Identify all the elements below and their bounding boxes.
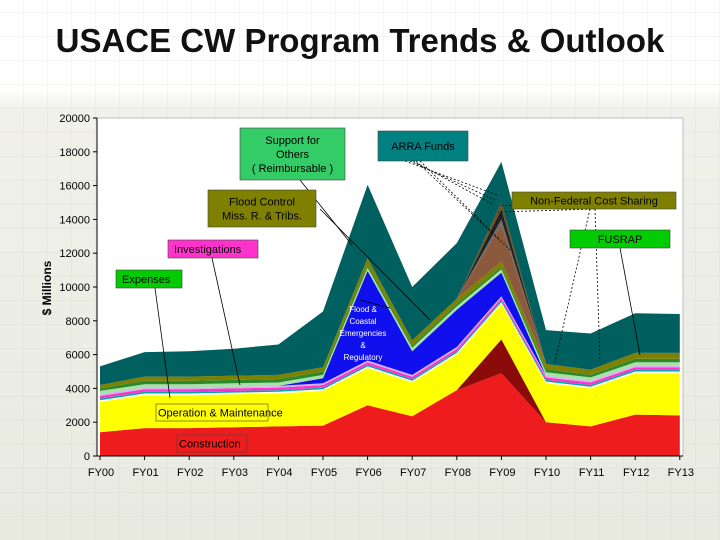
x-tick-label: FY05 (311, 467, 337, 479)
y-tick-label: 10000 (59, 282, 90, 294)
y-tick-label: 20000 (59, 113, 90, 125)
y-tick-label: 6000 (66, 350, 90, 362)
label-arra-funds-box (377, 130, 469, 162)
area-series-2 (100, 303, 680, 433)
leader-line (359, 299, 391, 309)
y-axis-label: $ Millions (40, 260, 54, 315)
slide-title: USACE CW Program Trends & Outlook (55, 22, 665, 59)
leader-line (619, 247, 641, 356)
label-construction-text: Construction (179, 439, 241, 451)
y-tick-label: 4000 (66, 383, 90, 395)
y-tick-label: 18000 (59, 147, 90, 159)
label-support-for-others-box (239, 127, 346, 181)
label-expenses-text: Expenses (122, 274, 171, 286)
x-tick-label: FY09 (489, 467, 515, 479)
leader-line (497, 208, 596, 213)
x-tick-label: FY10 (534, 467, 560, 479)
label-flood-coastal-emergencies-text: Emergencies (340, 329, 387, 338)
x-tick-label: FY06 (355, 467, 381, 479)
y-tick-label: 12000 (59, 248, 90, 260)
label-flood-coastal-emergencies-text: Coastal (349, 317, 376, 326)
label-operation-maintenance-box (155, 403, 269, 422)
label-investigations-text: Investigations (174, 244, 242, 256)
area-series-1 (100, 339, 680, 433)
x-tick-label: FY12 (623, 467, 649, 479)
label-operation-maintenance-text: Operation & Maintenance (158, 408, 283, 420)
x-tick-label: FY02 (177, 467, 203, 479)
area-series-15 (100, 161, 680, 385)
x-tick-label: FY13 (668, 467, 694, 479)
y-tick-label: 0 (84, 451, 90, 463)
leader-line (319, 208, 431, 321)
y-tick-label: 8000 (66, 316, 90, 328)
y-ticks-group: 0 2000 4000 6000 8000 10000 12000 14000 16000 180… (59, 113, 97, 463)
x-tick-label: FY04 (266, 467, 292, 479)
leader-line (419, 160, 501, 241)
leader-line (415, 160, 511, 251)
label-support-for-others-text: Support for (265, 135, 320, 147)
y-tick-label: 2000 (66, 417, 90, 429)
label-fusrap-box (569, 229, 671, 249)
leader-line (412, 160, 495, 206)
y-tick-label: 14000 (59, 214, 90, 226)
label-construction-box (176, 434, 248, 453)
label-flood-control-text: Flood Control (229, 197, 295, 209)
label-fusrap-text: FUSRAP (598, 234, 643, 246)
label-investigations-box (167, 239, 259, 259)
label-flood-control-text: Miss. R. & Tribs. (222, 211, 302, 223)
label-flood-coastal-emergencies-text: Regulatory (344, 353, 383, 362)
label-arra-funds-text: ARRA Funds (391, 141, 455, 153)
label-non-federal-cost-sharing-text: Non-Federal Cost Sharing (530, 196, 658, 208)
x-tick-label: FY00 (88, 467, 114, 479)
leader-line (404, 160, 498, 196)
y-tick-label: 16000 (59, 181, 90, 193)
label-support-for-others-text: ( Reimbursable ) (252, 163, 333, 175)
label-support-for-others-text: Others (276, 149, 310, 161)
label-flood-control-box (207, 189, 317, 228)
leader-line (211, 257, 241, 386)
x-ticks-group: FY00 FY01 FY02 FY03 FY04 FY05 FY06 FY07 FY08 FY09… (88, 456, 694, 479)
x-tick-label: FY11 (579, 467, 604, 479)
label-non-federal-cost-sharing-box (511, 191, 677, 210)
area-series-7 (100, 270, 680, 395)
leader-line (409, 160, 496, 201)
x-tick-label: FY08 (445, 467, 471, 479)
label-flood-coastal-emergencies-text: & (360, 341, 366, 350)
label-flood-coastal-emergencies-text: Flood & (349, 305, 377, 314)
x-tick-label: FY07 (400, 467, 426, 479)
x-tick-label: FY01 (132, 467, 158, 479)
annotation-labels-group: Support for Others ( Reimbursable ) ARRA Fu… (115, 127, 677, 453)
label-expenses-box (115, 269, 183, 289)
leader-line (154, 287, 171, 399)
x-tick-label: FY03 (222, 467, 248, 479)
